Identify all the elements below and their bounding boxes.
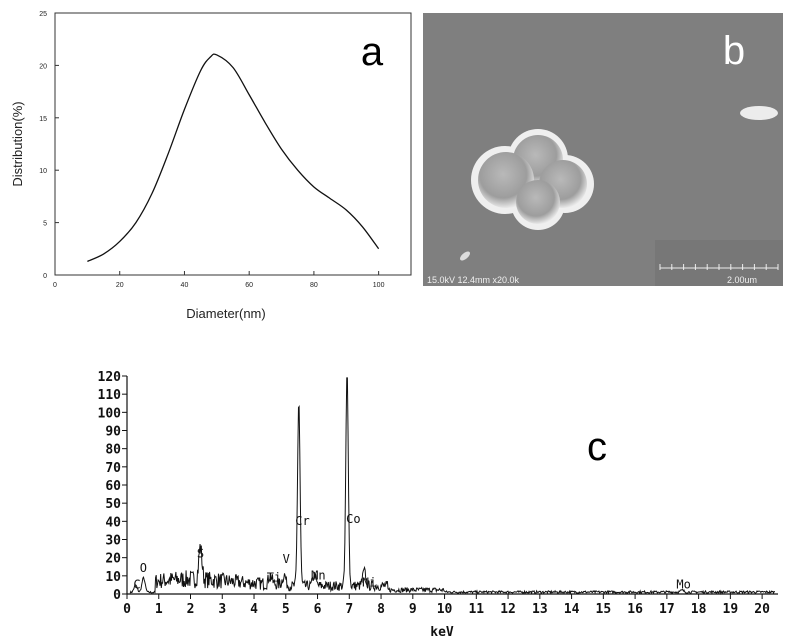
panel-c-element-label: V — [283, 552, 290, 566]
panel-c-x-axis-label: keV — [430, 625, 454, 640]
panel-c-x-tick-label: 8 — [377, 602, 385, 617]
panel-c-element-label: Ni — [362, 576, 376, 590]
panel-c-x-tick-label: 10 — [437, 602, 453, 617]
panel-a-plot-frame — [54, 12, 412, 276]
sem-debris-left — [460, 251, 470, 261]
panel-c-x-tick-label: 2 — [187, 602, 195, 617]
panel-c-y-tick-label: 110 — [98, 388, 122, 403]
panel-a-y-tick-label: 25 — [39, 11, 47, 18]
panel-c-element-label: Co — [346, 512, 360, 526]
panel-c-y-tick-label: 10 — [105, 570, 121, 585]
panel-a-x-tick-label: 80 — [310, 282, 318, 289]
panel-c-x-tick-label: 19 — [723, 602, 739, 617]
panel-c-y-tick-label: 100 — [98, 406, 122, 421]
panel-a-y-tick-label: 0 — [43, 273, 47, 280]
panel-c-element-labels: CO S TiV Cr Mn Co Ni Mo — [133, 512, 690, 591]
panel-c-x-tick-label: 3 — [218, 602, 226, 617]
panel-a-ticks: 0 20 40 60 80 100 0 5 10 15 20 25 — [39, 11, 384, 289]
panel-c-x-tick-label: 1 — [155, 602, 163, 617]
panel-c-label: c — [587, 425, 607, 469]
panel-c-element-label: S — [197, 547, 204, 561]
sem-scale-bar — [655, 240, 783, 286]
panel-c-element-label: Cr — [295, 514, 309, 528]
panel-a-label: a — [361, 30, 384, 74]
panel-a-distribution-curve — [87, 53, 380, 262]
panel-a-x-tick-label: 20 — [116, 282, 124, 289]
panel-c-x-tick-label: 14 — [564, 602, 580, 617]
panel-b-label: b — [723, 29, 745, 73]
panel-a-y-tick-label: 10 — [39, 168, 47, 175]
panel-a-y-tick-label: 5 — [43, 221, 47, 228]
panel-a-distribution-chart: 0 20 40 60 80 100 0 5 10 15 20 25 Diameter(nm) Dist… — [10, 11, 412, 321]
panel-c-y-tick-label: 120 — [98, 370, 122, 385]
sem-debris-right — [740, 106, 778, 120]
panel-c-x-tick-label: 4 — [250, 602, 258, 617]
panel-c-x-tick-label: 9 — [409, 602, 417, 617]
panel-c-y-tick-label: 30 — [105, 534, 121, 549]
panel-a-x-axis-label: Diameter(nm) — [186, 306, 265, 321]
panel-c-eds-spectrum: 0 1 2 3 4 5 6 7 8 9 10 11 12 13 14 15 16 17 18 19 2001020304… — [98, 370, 778, 640]
panel-c-element-label: O — [140, 561, 147, 575]
panel-a-y-tick-label: 15 — [39, 116, 47, 123]
panel-c-x-tick-label: 17 — [659, 602, 675, 617]
panel-a-x-tick-label: 60 — [245, 282, 253, 289]
panel-c-x-tick-label: 0 — [123, 602, 131, 617]
panel-c-y-tick-label: 90 — [105, 425, 121, 440]
panel-a-x-tick-label: 100 — [373, 282, 385, 289]
panel-c-x-tick-label: 11 — [468, 602, 484, 617]
panel-c-x-tick-label: 18 — [691, 602, 707, 617]
panel-c-x-tick-label: 5 — [282, 602, 290, 617]
panel-c-x-tick-label: 7 — [345, 602, 353, 617]
sem-info-text: 15.0kV 12.4mm x20.0k — [427, 275, 520, 285]
panel-c-x-tick-label: 20 — [754, 602, 770, 617]
panel-b-sem-image: 15.0kV 12.4mm x20.0k 2.00um b — [423, 13, 783, 286]
panel-c-element-label: Mo — [676, 578, 690, 592]
panel-a-x-tick-label: 40 — [181, 282, 189, 289]
panel-c-element-label: Mn — [311, 568, 325, 582]
panel-c-element-label: C — [133, 578, 140, 592]
panel-c-y-tick-label: 60 — [105, 479, 121, 494]
panel-c-x-tick-label: 16 — [627, 602, 643, 617]
panel-c-y-tick-label: 80 — [105, 443, 121, 458]
panel-c-x-tick-label: 6 — [314, 602, 322, 617]
sem-scale-label: 2.00um — [727, 275, 757, 285]
panel-c-x-tick-label: 15 — [596, 602, 612, 617]
panel-c-y-tick-label: 20 — [105, 552, 121, 567]
panel-c-x-tick-label: 12 — [500, 602, 516, 617]
sem-particle-cluster — [471, 129, 594, 230]
panel-a-y-axis-label: Distribution(%) — [10, 101, 25, 186]
panel-c-y-tick-label: 50 — [105, 497, 121, 512]
panel-c-spectrum-line — [129, 377, 776, 596]
panel-c-ticks: 0 1 2 3 4 5 6 7 8 9 10 11 12 13 14 15 16 17 18 19 2001020304… — [98, 370, 771, 617]
panel-a-x-tick-label: 0 — [53, 282, 57, 289]
panel-c-x-tick-label: 13 — [532, 602, 548, 617]
sem-scale-box — [655, 240, 783, 286]
panel-c-y-tick-label: 40 — [105, 515, 121, 530]
panel-c-y-tick-label: 70 — [105, 461, 121, 476]
panel-c-element-label: Ti — [267, 570, 281, 584]
panel-c-y-tick-label: 0 — [113, 588, 121, 603]
panel-a-y-tick-label: 20 — [39, 63, 47, 70]
